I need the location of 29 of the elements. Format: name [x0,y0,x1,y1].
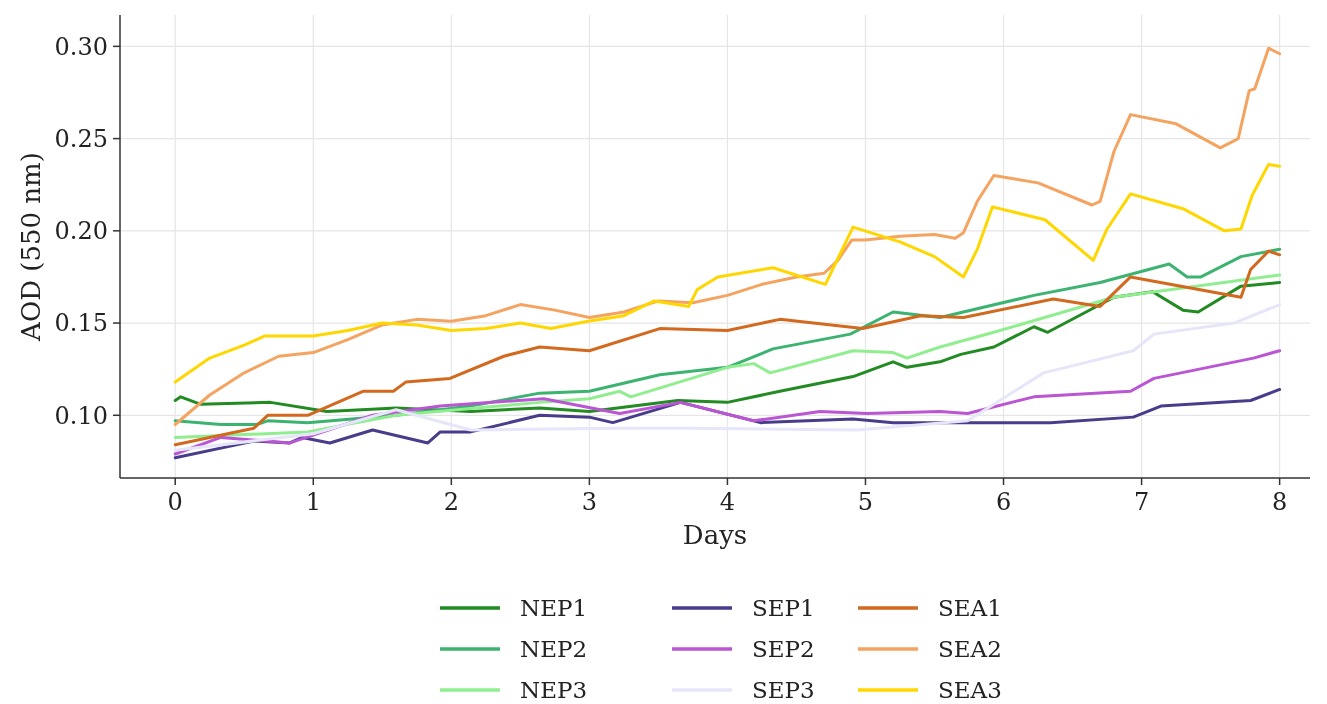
legend-label: SEP1 [752,595,815,622]
legend-label: SEA1 [938,595,1002,622]
y-tick-label: 0.10 [54,401,108,430]
line-series [173,273,1282,439]
legend-label: NEP1 [520,595,588,622]
x-tick-label: 4 [719,488,736,516]
x-axis-title: Days [682,520,748,550]
x-tick-label: 6 [995,488,1012,516]
x-tick-label: 0 [167,488,183,516]
line-series [173,303,1282,452]
legend-label: NEP2 [520,636,588,663]
y-axis-title: AOD (550 nm) [16,152,46,342]
x-tick-label: 5 [857,488,874,516]
x-tick-label: 8 [1271,488,1288,516]
y-tick-label: 0.25 [54,124,108,153]
legend-label: SEA3 [938,677,1002,704]
y-tick-label: 0.15 [54,309,108,338]
y-tick-label: 0.20 [54,217,108,246]
x-tick-label: 2 [443,488,459,516]
x-tick-label: 1 [305,488,321,516]
y-tick-label: 0.30 [54,32,108,61]
x-tick-label: 7 [1133,488,1150,516]
legend-label: SEA2 [938,636,1002,663]
legend-label: SEP3 [752,677,815,704]
line-series [173,162,1282,384]
line-series [173,46,1282,427]
x-tick-label: 3 [581,488,598,516]
legend-label: NEP3 [520,677,588,704]
legend-label: SEP2 [752,636,815,663]
